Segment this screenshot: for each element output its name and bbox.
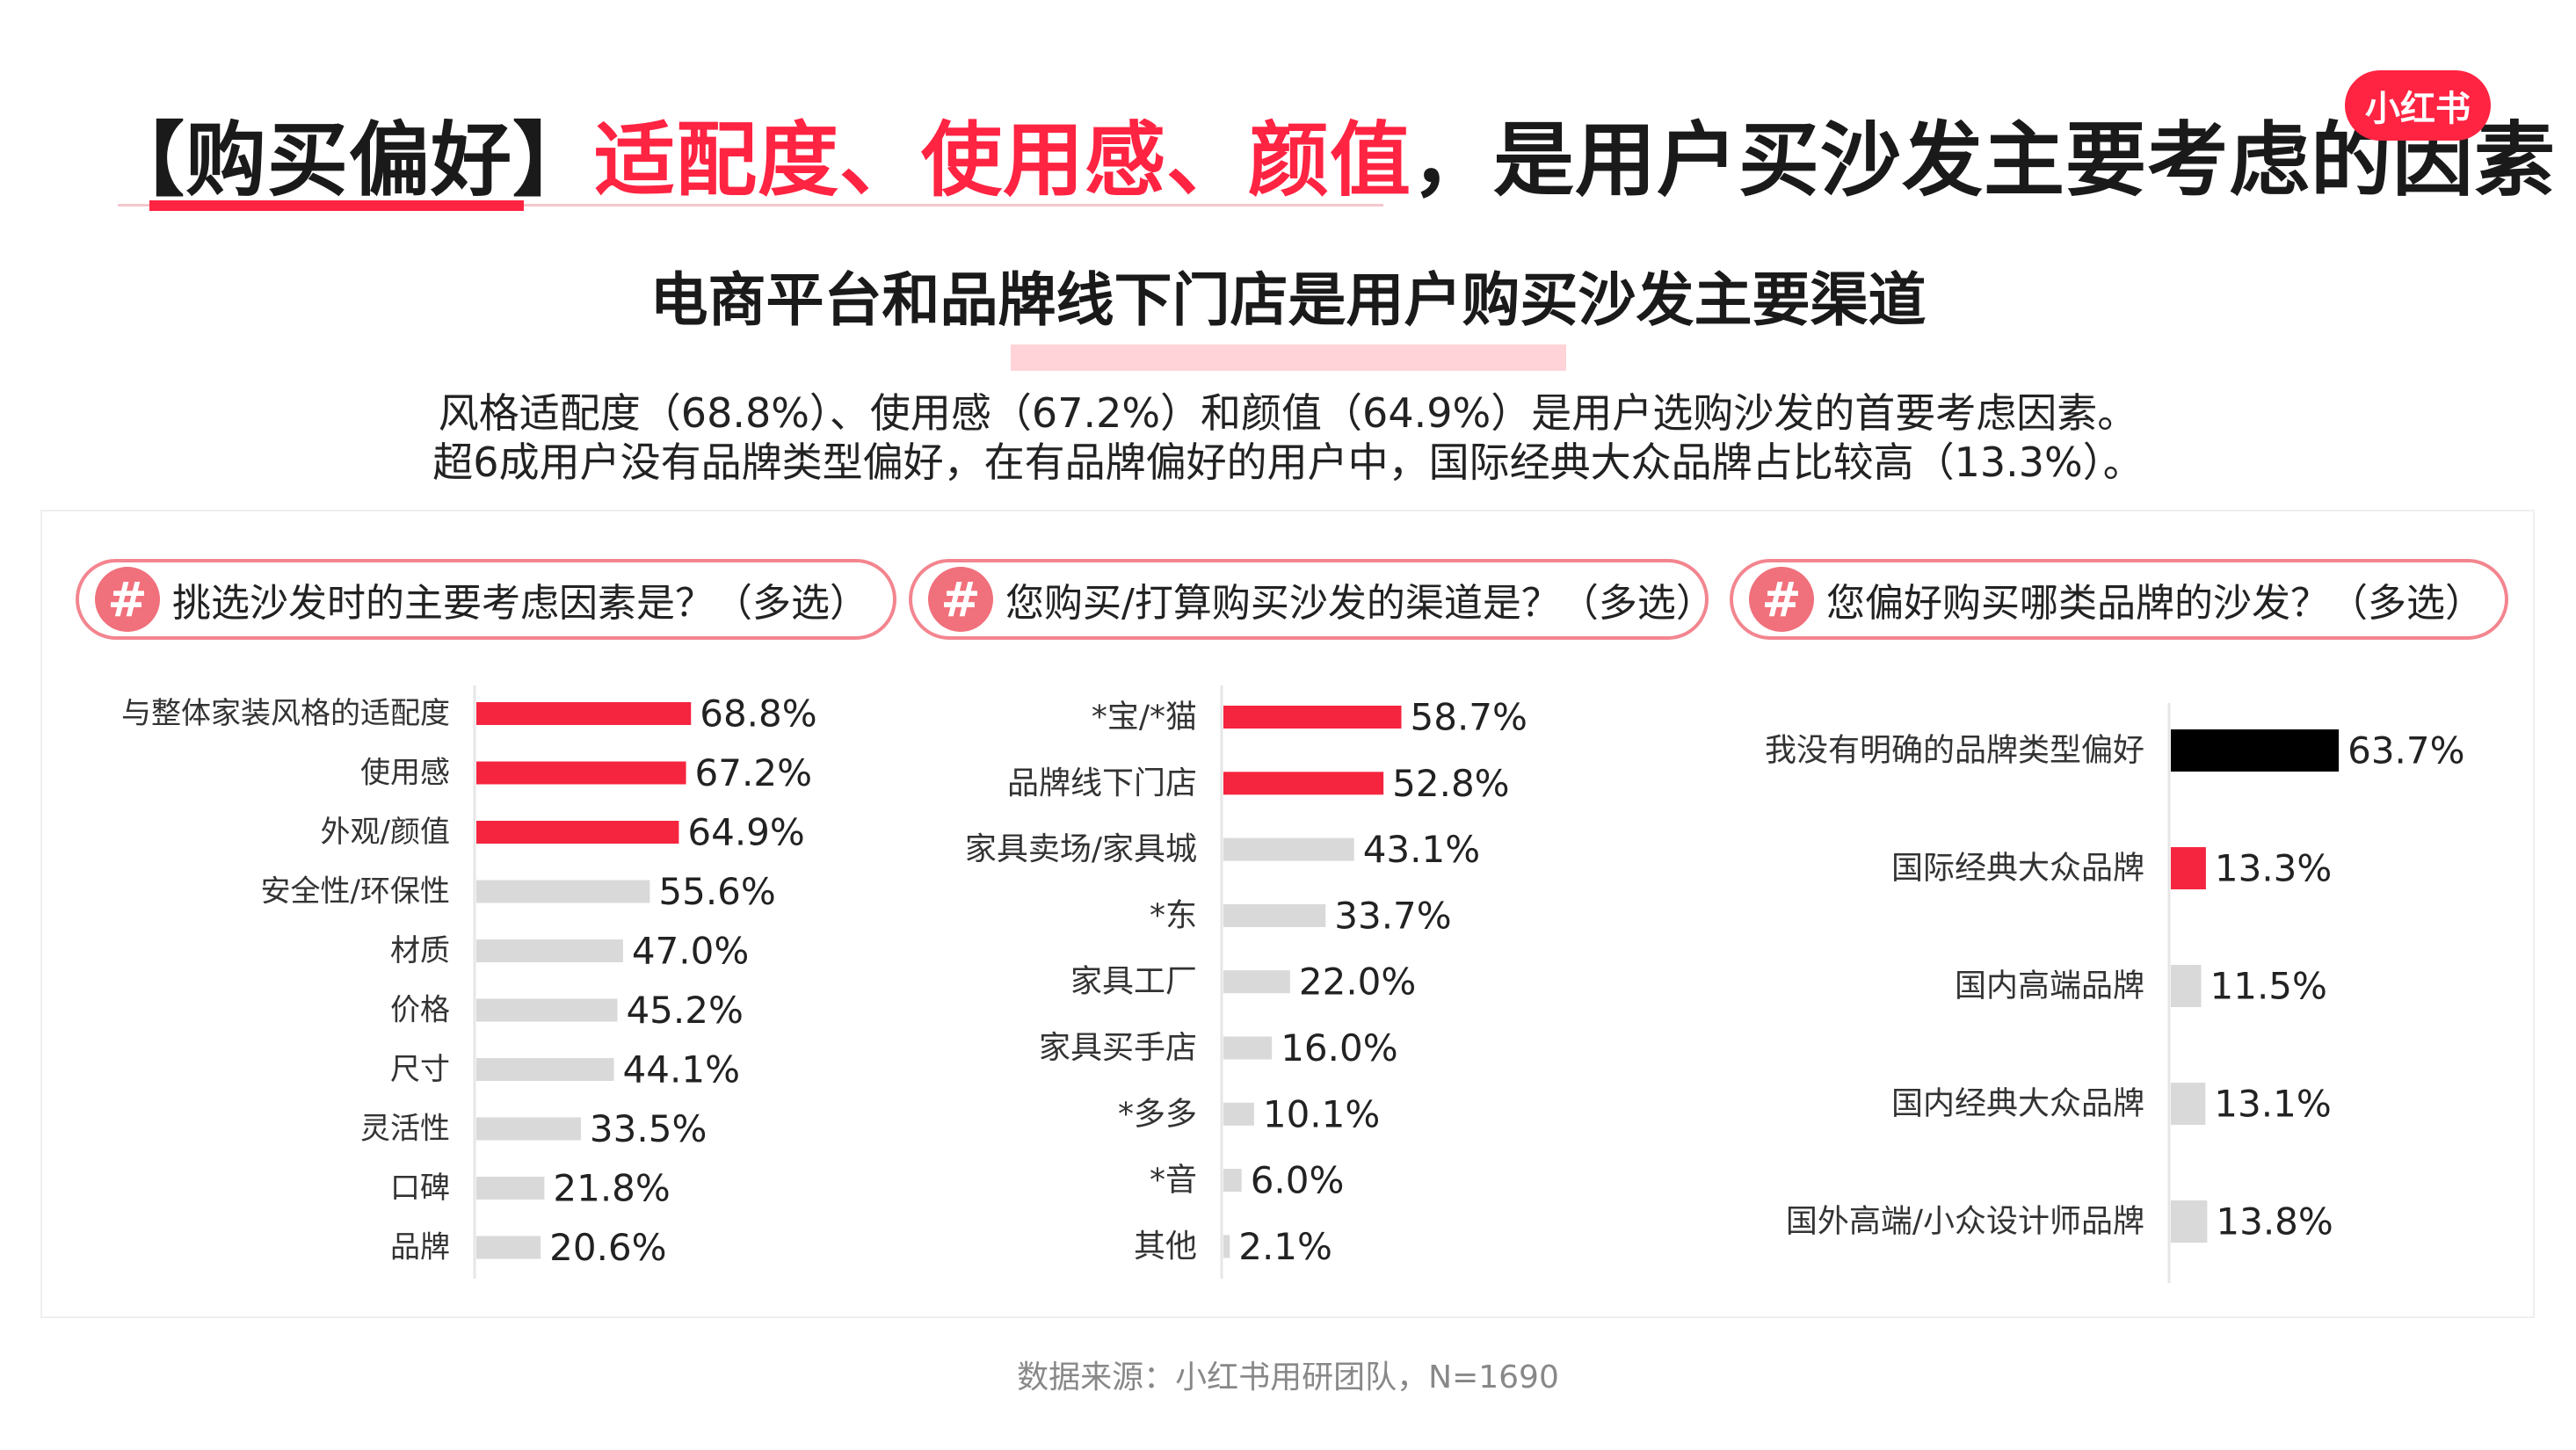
chart-2-category-label: 家具买手店 — [1039, 1030, 1197, 1066]
hashtag-icon: # — [928, 567, 993, 632]
chart-2-category-label: *多多 — [1118, 1096, 1197, 1132]
chart-3-bar — [2171, 1200, 2208, 1243]
summary-line-1: 风格适配度（68.8%）、使用感（67.2%）和颜值（64.9%）是用户选购沙发… — [438, 389, 2138, 437]
chart-2-bar — [1223, 772, 1384, 795]
chart-1-category-label: 品牌 — [390, 1230, 450, 1265]
chart-1-value-label: 64.9% — [687, 811, 804, 854]
chart-1-bar — [476, 1236, 541, 1259]
chart-2-value-label: 58.7% — [1411, 696, 1527, 739]
chart-2-bar — [1223, 1235, 1230, 1258]
chart-2-category-label: 家具工厂 — [1070, 964, 1197, 1000]
chart-3-bar — [2171, 847, 2206, 889]
chart-1-bar — [476, 1177, 545, 1200]
summary-line-2: 超6成用户没有品牌类型偏好，在有品牌偏好的用户中，国际经典大众品牌占比较高（13… — [432, 439, 2144, 486]
chart-3-bar — [2171, 1083, 2206, 1125]
chart-2-bar — [1223, 903, 1326, 927]
question-title-brands: 您偏好购买哪类品牌的沙发？（多选） — [1826, 581, 2484, 626]
section-subtitle: 电商平台和品牌线下门店是用户购买沙发主要渠道 — [649, 266, 1927, 334]
chart-1-bar — [476, 702, 692, 725]
chart-2-category-label: 家具卖场/家具城 — [965, 831, 1197, 867]
chart-2-category-label: *东 — [1150, 897, 1197, 933]
question-title-channels: 您购买/打算购买沙发的渠道是？（多选） — [1005, 581, 1715, 626]
chart-1-bar — [476, 939, 623, 962]
chart-2-value-label: 33.7% — [1334, 894, 1451, 937]
chart-1-bar — [476, 880, 650, 903]
chart-1-category-label: 尺寸 — [390, 1052, 450, 1087]
chart-1-value-label: 55.6% — [658, 870, 775, 913]
page-title: 【购买偏好】适配度、使用感、颜值，是用户买沙发主要考虑的因素 — [104, 95, 2556, 212]
chart-3-category-label: 国内高端品牌 — [1955, 968, 2144, 1004]
chart-1-value-label: 21.8% — [553, 1167, 670, 1210]
chart-3-bar — [2171, 729, 2340, 772]
chart-2-value-label: 52.8% — [1392, 762, 1509, 805]
chart-1-bar — [476, 1058, 614, 1081]
hashtag-icon: # — [1749, 567, 1814, 632]
chart-2-value-label: 22.0% — [1299, 961, 1416, 1004]
chart-3-value-label: 13.3% — [2215, 847, 2332, 890]
chart-1-bar — [476, 761, 686, 785]
chart-3-value-label: 63.7% — [2347, 729, 2464, 772]
chart-2-category-label: 其他 — [1134, 1229, 1197, 1265]
chart-1-bar — [476, 821, 679, 844]
chart-2-bar — [1223, 1169, 1242, 1193]
title-underline — [118, 204, 1383, 207]
chart-2-value-label: 6.0% — [1251, 1159, 1345, 1202]
chart-2-category-label: *宝/*猫 — [1092, 700, 1197, 736]
hashtag-icon: # — [95, 567, 160, 632]
chart-3-value-label: 11.5% — [2210, 965, 2327, 1008]
page-title-bracket: 【购买偏好】 — [104, 113, 595, 207]
chart-1-category-label: 安全性/环保性 — [261, 874, 450, 910]
chart-3-category-label: 国外高端/小众设计师品牌 — [1786, 1204, 2144, 1240]
chart-2-value-label: 16.0% — [1281, 1026, 1397, 1069]
title-underline-accent — [149, 200, 524, 211]
chart-1-bar — [476, 998, 618, 1022]
chart-2-category-label: *音 — [1150, 1163, 1197, 1199]
chart-3-value-label: 13.1% — [2214, 1083, 2331, 1126]
question-pill-brands: # 您偏好购买哪类品牌的沙发？（多选） — [1730, 559, 2508, 640]
chart-2-value-label: 2.1% — [1238, 1225, 1332, 1268]
chart-3-value-label: 13.8% — [2216, 1200, 2333, 1243]
chart-1-category-label: 灵活性 — [360, 1112, 450, 1147]
chart-1-value-label: 45.2% — [626, 989, 743, 1032]
chart-2-bar — [1223, 837, 1354, 861]
chart-2-bar — [1223, 706, 1402, 729]
question-pill-factors: # 挑选沙发时的主要考虑因素是？（多选） — [76, 559, 896, 640]
data-source-note: 数据来源：小红书用研团队，N=1690 — [1017, 1359, 1559, 1396]
chart-2-category-label: 品牌线下门店 — [1007, 765, 1197, 801]
chart-3-category-label: 国内经典大众品牌 — [1891, 1086, 2144, 1122]
chart-3-category-label: 国际经典大众品牌 — [1891, 851, 2144, 887]
question-pill-channels: # 您购买/打算购买沙发的渠道是？（多选） — [909, 559, 1715, 640]
chart-2-bar — [1223, 1036, 1273, 1060]
chart-1-category-label: 与整体家装风格的适配度 — [121, 696, 450, 731]
chart-2-value-label: 43.1% — [1363, 828, 1480, 871]
chart-1-category-label: 口碑 — [390, 1171, 450, 1206]
chart-2-bar — [1223, 970, 1290, 994]
chart-1-value-label: 47.0% — [632, 930, 749, 973]
subtitle-highlight-bar — [1011, 344, 1566, 371]
chart-1-value-label: 68.8% — [700, 692, 816, 736]
chart-2-value-label: 10.1% — [1263, 1092, 1380, 1135]
chart-1-value-label: 20.6% — [549, 1226, 666, 1269]
chart-1-value-label: 44.1% — [623, 1048, 740, 1091]
chart-1-category-label: 材质 — [390, 933, 450, 968]
page-title-highlight: 适配度、使用感、颜值 — [594, 113, 1412, 207]
chart-1-value-label: 33.5% — [590, 1107, 707, 1150]
chart-3-category-label: 我没有明确的品牌类型偏好 — [1765, 733, 2144, 769]
chart-3-bar — [2171, 965, 2202, 1007]
chart-1-bar — [476, 1117, 581, 1141]
chart-1-category-label: 价格 — [390, 993, 450, 1028]
chart-1-category-label: 外观/颜值 — [321, 815, 450, 850]
chart-1-category-label: 使用感 — [360, 756, 450, 791]
question-title-factors: 挑选沙发时的主要考虑因素是？（多选） — [172, 581, 868, 626]
chart-1-value-label: 67.2% — [695, 751, 812, 794]
xiaohongshu-logo: 小红书 — [2345, 70, 2491, 141]
chart-2-bar — [1223, 1102, 1254, 1126]
